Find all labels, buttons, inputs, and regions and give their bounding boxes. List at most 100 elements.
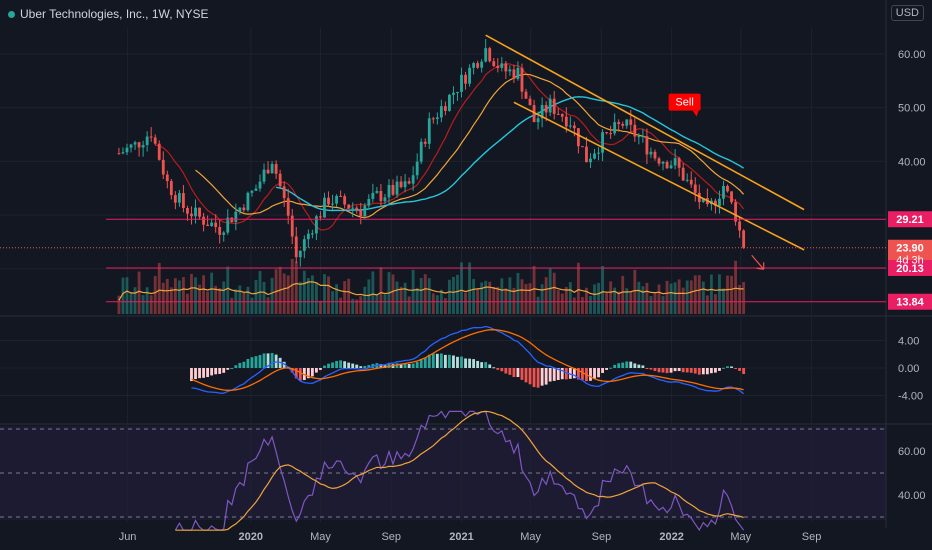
volume-bar bbox=[540, 284, 544, 314]
candle-body bbox=[492, 61, 496, 67]
macd-histogram-bar bbox=[270, 352, 274, 368]
time-tick-label: Sep bbox=[592, 531, 612, 543]
macd-histogram-bar bbox=[657, 368, 661, 373]
candle-body bbox=[669, 165, 673, 169]
candle-body bbox=[306, 233, 310, 240]
candle-body bbox=[210, 222, 214, 226]
volume-bar bbox=[431, 293, 435, 314]
candle-body bbox=[472, 63, 476, 68]
price-label: 13.84 bbox=[896, 297, 924, 309]
macd-histogram-bar bbox=[581, 368, 584, 380]
macd-histogram-bar bbox=[194, 368, 197, 380]
candle-body bbox=[520, 67, 524, 92]
macd-histogram-bar bbox=[435, 353, 439, 368]
macd-histogram-bar bbox=[443, 354, 447, 368]
macd-histogram-bar bbox=[254, 356, 258, 368]
currency-button[interactable]: USD bbox=[890, 5, 924, 21]
candle-body bbox=[560, 114, 564, 117]
volume-bar bbox=[625, 288, 629, 314]
macd-histogram-bar bbox=[310, 368, 314, 377]
candle-body bbox=[226, 217, 230, 233]
candle-body bbox=[186, 208, 189, 214]
candle-body bbox=[742, 230, 746, 248]
macd-histogram-bar bbox=[456, 356, 459, 368]
volume-bar bbox=[117, 295, 121, 314]
macd-histogram-bar bbox=[331, 362, 334, 368]
candle-body bbox=[367, 198, 371, 206]
volume-bar bbox=[177, 280, 181, 314]
macd-histogram-bar bbox=[629, 361, 633, 368]
candle-body bbox=[649, 151, 653, 155]
market-status-dot bbox=[8, 11, 15, 19]
volume-bar bbox=[697, 275, 701, 314]
volume-bar bbox=[367, 279, 371, 314]
volume-bar bbox=[701, 281, 705, 314]
volume-bar bbox=[508, 277, 512, 314]
macd-histogram-bar bbox=[738, 368, 742, 371]
macd-histogram-bar bbox=[488, 364, 492, 368]
macd-tick-label: -4.00 bbox=[898, 391, 923, 403]
volume-bar bbox=[480, 282, 484, 314]
macd-histogram-bar bbox=[407, 363, 411, 368]
volume-bar bbox=[726, 275, 729, 314]
candle-body bbox=[701, 198, 705, 203]
volume-bar bbox=[399, 286, 403, 314]
volume-bar bbox=[169, 287, 173, 314]
volume-bar bbox=[641, 286, 645, 314]
volume-bar bbox=[343, 281, 347, 314]
macd-histogram-bar bbox=[419, 358, 423, 368]
candle-body bbox=[439, 106, 443, 118]
macd-line bbox=[191, 325, 744, 395]
volume-bar bbox=[246, 286, 250, 314]
volume-bar bbox=[250, 297, 254, 314]
macd-histogram-bar bbox=[605, 368, 609, 370]
macd-histogram-bar bbox=[532, 368, 536, 388]
volume-bar bbox=[576, 262, 580, 314]
bar-countdown: 4d 3h bbox=[896, 255, 924, 267]
volume-bar bbox=[673, 282, 677, 314]
candle-body bbox=[504, 63, 508, 72]
macd-histogram-bar bbox=[415, 361, 419, 368]
macd-histogram-bar bbox=[645, 368, 649, 369]
macd-histogram-bar bbox=[323, 365, 326, 368]
volume-bar bbox=[722, 288, 725, 314]
macd-histogram-bar bbox=[476, 360, 480, 368]
volume-bar bbox=[520, 279, 524, 314]
volume-bar bbox=[375, 295, 379, 314]
candle-body bbox=[476, 63, 480, 68]
candle-body bbox=[117, 153, 121, 155]
volume-bar bbox=[512, 287, 516, 314]
candle-body bbox=[548, 98, 552, 113]
price-label: 29.21 bbox=[896, 214, 924, 226]
volume-bar bbox=[544, 277, 548, 314]
candle-body bbox=[355, 207, 359, 210]
volume-bar bbox=[190, 273, 193, 314]
candle-body bbox=[556, 113, 560, 115]
candle-body bbox=[149, 136, 153, 138]
candle-body bbox=[198, 207, 201, 217]
macd-histogram-bar bbox=[653, 368, 657, 371]
volume-bar bbox=[145, 287, 149, 314]
volume-bar bbox=[161, 282, 165, 314]
projection-arrow-head bbox=[756, 262, 765, 270]
candle-body bbox=[601, 132, 604, 153]
candle-body bbox=[274, 164, 278, 174]
macd-histogram-bar bbox=[705, 368, 709, 375]
volume-bar bbox=[738, 284, 742, 314]
macd-histogram-bar bbox=[564, 368, 568, 380]
candle-body bbox=[657, 158, 661, 164]
candle-body bbox=[282, 186, 286, 199]
volume-bar bbox=[149, 295, 153, 314]
volume-bar bbox=[657, 284, 661, 314]
candle-body bbox=[294, 236, 298, 258]
volume-bar bbox=[310, 275, 314, 314]
macd-histogram-bar bbox=[641, 365, 645, 368]
candle-body bbox=[621, 123, 625, 126]
macd-histogram-bar bbox=[689, 368, 693, 373]
time-tick-label: 2021 bbox=[449, 531, 473, 543]
volume-bar bbox=[718, 274, 721, 314]
volume-bar bbox=[714, 294, 717, 314]
macd-histogram-bar bbox=[504, 368, 508, 374]
candle-body bbox=[202, 216, 205, 225]
